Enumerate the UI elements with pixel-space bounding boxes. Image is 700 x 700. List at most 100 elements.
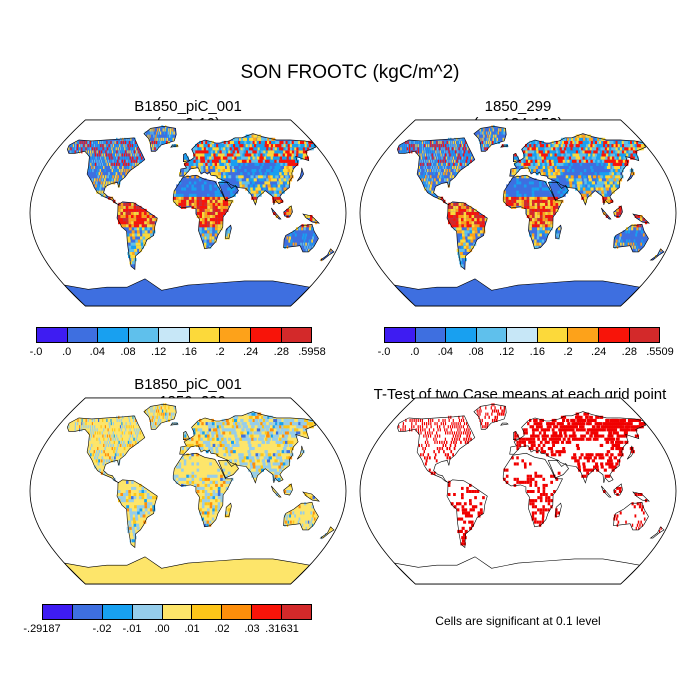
grid-cell bbox=[480, 511, 483, 515]
grid-cell bbox=[126, 480, 129, 484]
grid-cell bbox=[518, 196, 522, 200]
grid-cell bbox=[158, 415, 160, 419]
grid-cell bbox=[420, 175, 422, 179]
grid-cell bbox=[607, 196, 611, 200]
grid-cell bbox=[579, 172, 584, 176]
grid-cell bbox=[262, 140, 267, 144]
grid-cell bbox=[122, 156, 124, 160]
grid-cell bbox=[224, 422, 228, 426]
grid-cell bbox=[590, 165, 594, 169]
grid-cell bbox=[209, 159, 213, 163]
grid-cell bbox=[400, 144, 402, 148]
grid-cell bbox=[524, 187, 527, 191]
grid-cell bbox=[477, 134, 479, 138]
grid-cell bbox=[486, 137, 488, 141]
grid-cell bbox=[422, 175, 424, 179]
grid-cell bbox=[615, 462, 619, 466]
grid-cell bbox=[450, 208, 454, 212]
grid-cell bbox=[144, 131, 146, 135]
grid-cell bbox=[123, 499, 126, 503]
grid-cell bbox=[452, 434, 454, 438]
grid-cell bbox=[202, 499, 205, 503]
grid-cell bbox=[537, 156, 540, 160]
grid-cell bbox=[305, 233, 308, 237]
grid-cell bbox=[184, 169, 187, 173]
grid-cell bbox=[450, 150, 452, 154]
grid-cell bbox=[452, 156, 454, 160]
grid-cell bbox=[207, 440, 211, 444]
grid-cell bbox=[605, 418, 610, 422]
grid-cell bbox=[212, 474, 215, 478]
grid-cell bbox=[569, 150, 573, 154]
grid-cell bbox=[231, 440, 234, 444]
grid-cell bbox=[147, 227, 150, 231]
grid-cell bbox=[462, 431, 465, 435]
grid-cell bbox=[217, 508, 220, 512]
grid-cell bbox=[466, 215, 469, 218]
grid-cell bbox=[200, 165, 204, 169]
grid-cell bbox=[117, 218, 121, 222]
grid-cell bbox=[599, 140, 603, 144]
grid-cell bbox=[204, 202, 208, 206]
grid-cell bbox=[160, 131, 162, 135]
grid-cell bbox=[542, 218, 546, 222]
grid-cell bbox=[493, 409, 496, 413]
grid-cell bbox=[250, 434, 254, 438]
grid-cell bbox=[300, 233, 302, 237]
grid-cell bbox=[290, 159, 295, 163]
grid-cell bbox=[529, 224, 532, 228]
grid-cell bbox=[196, 202, 200, 206]
grid-cell bbox=[160, 137, 162, 141]
colorbar-tick-label: -.0 bbox=[29, 346, 43, 358]
grid-cell bbox=[423, 144, 426, 148]
grid-cell bbox=[191, 453, 194, 457]
grid-cell bbox=[616, 443, 621, 447]
grid-cell bbox=[469, 205, 472, 209]
grid-cell bbox=[129, 233, 133, 237]
grid-cell bbox=[489, 140, 492, 144]
grid-cell bbox=[463, 242, 467, 246]
grid-cell bbox=[511, 181, 514, 185]
grid-cell bbox=[567, 184, 570, 188]
grid-cell bbox=[207, 422, 211, 426]
grid-cell bbox=[241, 181, 245, 185]
grid-cell bbox=[214, 162, 218, 166]
grid-cell bbox=[539, 184, 542, 188]
grid-cell bbox=[537, 218, 540, 222]
grid-cell bbox=[245, 156, 249, 160]
grid-cell bbox=[89, 144, 91, 148]
grid-cell bbox=[199, 199, 202, 203]
grid-cell bbox=[118, 202, 121, 206]
grid-cell bbox=[284, 431, 289, 435]
grid-cell bbox=[536, 187, 540, 191]
grid-cell bbox=[575, 134, 580, 138]
grid-cell bbox=[129, 443, 131, 447]
colorbar-tick-label: .08 bbox=[120, 346, 136, 358]
grid-cell bbox=[551, 437, 554, 441]
grid-cell bbox=[626, 236, 629, 240]
grid-cell bbox=[92, 453, 94, 457]
grid-cell bbox=[252, 140, 257, 144]
grid-cell bbox=[611, 425, 616, 429]
grid-cell bbox=[97, 169, 99, 173]
grid-cell bbox=[112, 437, 114, 441]
grid-cell bbox=[575, 150, 580, 154]
grid-cell bbox=[304, 236, 307, 240]
grid-cell bbox=[461, 496, 464, 500]
grid-cell bbox=[627, 233, 630, 237]
grid-cell bbox=[536, 190, 540, 194]
grid-cell bbox=[574, 147, 578, 151]
grid-cell bbox=[638, 230, 641, 234]
grid-cell bbox=[296, 153, 301, 157]
coastline-madagascar bbox=[555, 502, 562, 517]
grid-cell bbox=[447, 144, 449, 148]
grid-cell bbox=[249, 153, 253, 157]
grid-cell bbox=[580, 140, 584, 144]
grid-cell bbox=[110, 422, 112, 426]
grid-cell bbox=[611, 147, 616, 151]
grid-cell bbox=[419, 159, 421, 163]
grid-cell bbox=[429, 162, 431, 166]
grid-cell bbox=[533, 245, 537, 249]
grid-cell bbox=[296, 236, 299, 240]
grid-cell bbox=[164, 406, 166, 410]
